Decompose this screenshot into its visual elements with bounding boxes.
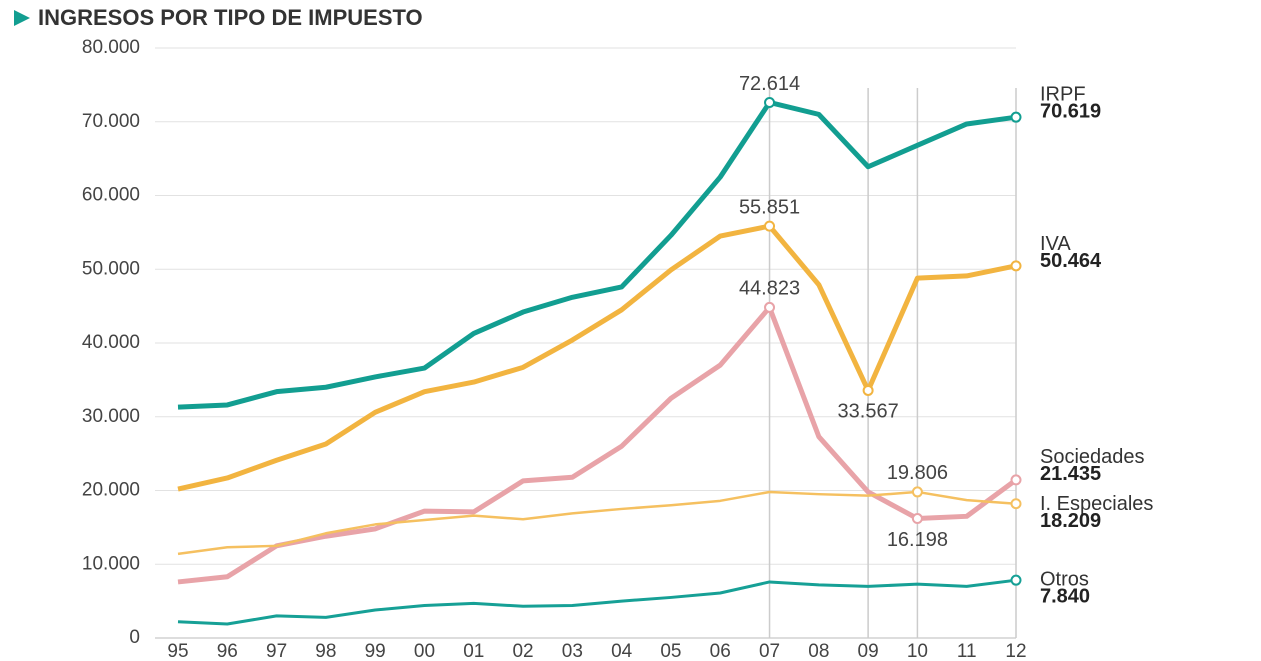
x-tick-label: 03 <box>562 641 583 661</box>
x-tick-label: 98 <box>315 641 336 661</box>
x-tick-label: 01 <box>463 641 484 661</box>
series-name: IRPF <box>1040 83 1086 105</box>
x-tick-label: 07 <box>759 641 780 661</box>
value-label: 16.198 <box>887 529 948 551</box>
x-tick-label: 10 <box>907 641 928 661</box>
series-line <box>177 490 1017 556</box>
x-tick-label: 96 <box>217 641 238 661</box>
end-value-label: 50.464 <box>1040 250 1102 272</box>
value-label: 72.614 <box>739 73 800 95</box>
y-tick-label: 30.000 <box>82 406 140 427</box>
x-tick-label: 08 <box>808 641 829 661</box>
y-tick-label: 0 <box>129 627 140 648</box>
end-value-label: 70.619 <box>1040 100 1101 122</box>
x-tick-label: 04 <box>611 641 633 661</box>
y-tick-label: 10.000 <box>82 553 140 574</box>
point-marker <box>1010 574 1022 586</box>
y-tick-label: 50.000 <box>82 258 140 279</box>
x-tick-label: 05 <box>660 641 681 661</box>
series-line <box>177 304 1018 585</box>
chart-title: INGRESOS POR TIPO DE IMPUESTO <box>38 5 423 30</box>
point-marker <box>1010 474 1022 486</box>
title-marker <box>14 10 30 26</box>
point-marker <box>911 486 923 498</box>
value-label: 19.806 <box>887 462 948 484</box>
end-value-label: 21.435 <box>1040 463 1101 485</box>
series-name: I. Especiales <box>1040 493 1153 515</box>
y-tick-label: 60.000 <box>82 185 140 206</box>
value-label: 44.823 <box>739 278 800 300</box>
value-label: 55.851 <box>739 196 800 218</box>
x-tick-label: 12 <box>1005 641 1026 661</box>
x-tick-label: 99 <box>365 641 386 661</box>
series-line <box>177 99 1017 410</box>
x-tick-label: 11 <box>957 641 977 661</box>
end-value-label: 7.840 <box>1040 585 1090 607</box>
series-name: Sociedades <box>1040 446 1145 468</box>
point-marker <box>1010 260 1022 272</box>
point-marker <box>862 384 874 396</box>
x-tick-label: 09 <box>858 641 879 661</box>
y-tick-label: 80.000 <box>82 37 140 58</box>
x-tick-label: 95 <box>167 641 188 661</box>
series-line <box>177 578 1017 626</box>
end-value-label: 18.209 <box>1040 510 1101 532</box>
point-marker <box>911 513 923 525</box>
x-tick-label: 00 <box>414 641 435 661</box>
y-tick-label: 70.000 <box>82 111 140 132</box>
point-marker <box>1010 111 1022 123</box>
point-marker <box>764 220 776 232</box>
x-tick-label: 06 <box>710 641 731 661</box>
y-tick-label: 40.000 <box>82 332 140 353</box>
y-tick-label: 20.000 <box>82 480 140 501</box>
x-tick-label: 02 <box>512 641 533 661</box>
series-name: IVA <box>1040 233 1071 255</box>
series-line <box>177 223 1017 492</box>
point-marker <box>1010 498 1022 510</box>
point-marker <box>764 96 776 108</box>
value-label: 33.567 <box>838 401 899 423</box>
point-marker <box>764 301 776 313</box>
series-name: Otros <box>1040 568 1089 590</box>
x-tick-label: 97 <box>266 641 287 661</box>
